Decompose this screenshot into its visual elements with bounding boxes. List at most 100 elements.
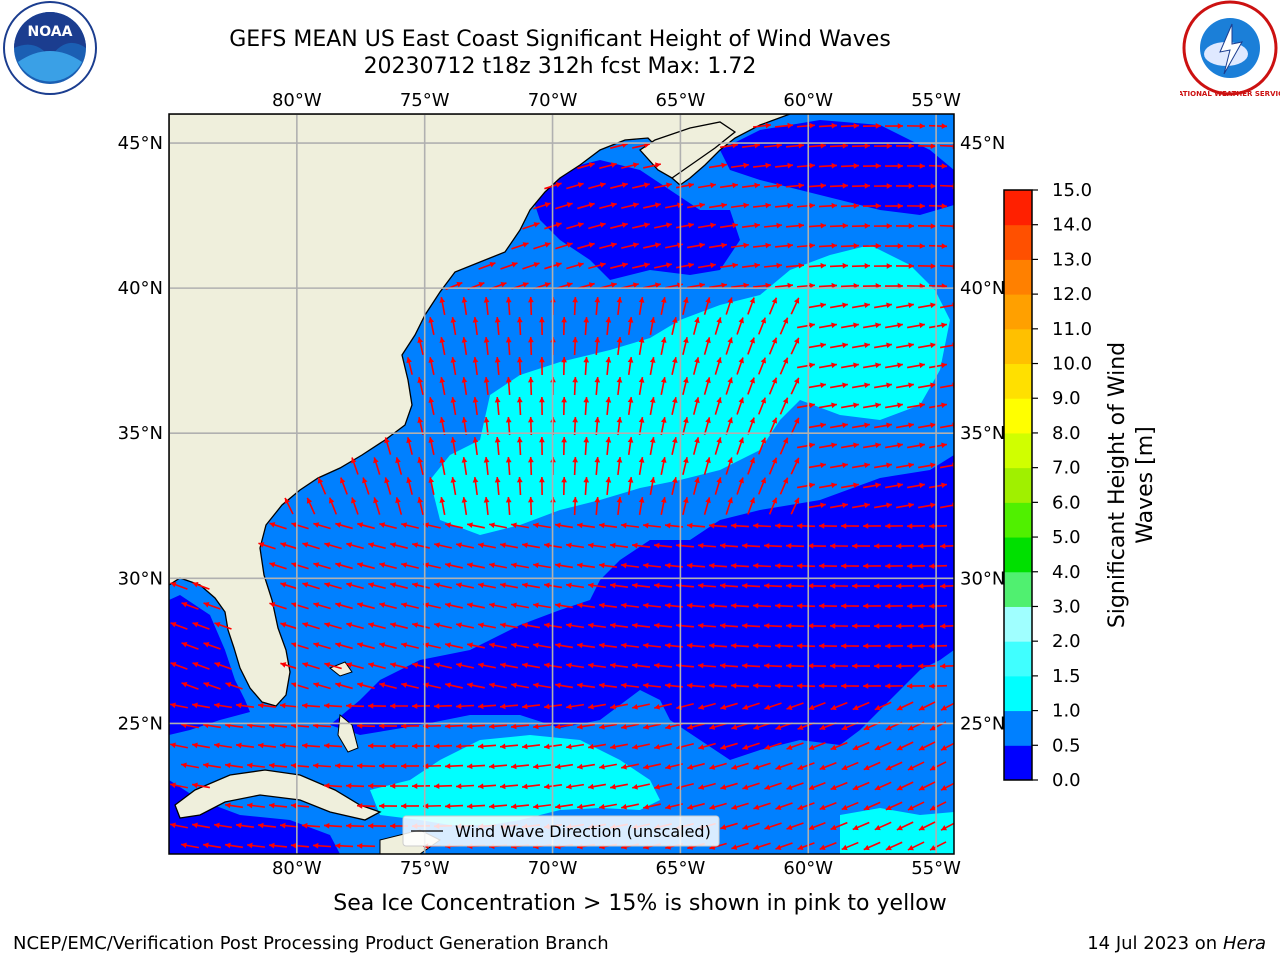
wave-direction-arrow xyxy=(467,682,485,689)
wave-direction-arrow xyxy=(576,763,596,770)
wave-direction-arrow xyxy=(500,582,518,589)
wave-direction-arrow xyxy=(203,602,221,610)
wave-direction-arrow xyxy=(291,682,309,690)
wave-direction-arrow xyxy=(346,622,364,630)
lat-label-right: 25°N xyxy=(960,713,1005,734)
wave-direction-arrow xyxy=(779,397,789,415)
wave-direction-arrow xyxy=(587,662,607,669)
wave-direction-arrow xyxy=(412,582,430,589)
wave-direction-arrow xyxy=(561,476,567,496)
wave-direction-arrow xyxy=(741,622,761,629)
wave-direction-arrow xyxy=(450,436,457,456)
wave-direction-arrow xyxy=(290,762,310,769)
wave-direction-arrow xyxy=(565,743,585,750)
wave-direction-arrow xyxy=(709,722,727,730)
wave-direction-arrow xyxy=(906,523,926,529)
wave-direction-arrow xyxy=(609,622,629,629)
wave-direction-arrow xyxy=(895,543,915,549)
wave-direction-arrow xyxy=(895,302,915,309)
wave-direction-arrow xyxy=(511,602,529,609)
wave-direction-arrow xyxy=(643,763,661,770)
wave-direction-arrow xyxy=(830,741,848,751)
wave-direction-arrow xyxy=(768,377,778,395)
wave-direction-arrow xyxy=(752,562,772,569)
wave-direction-arrow xyxy=(269,602,287,610)
wave-direction-arrow xyxy=(368,582,386,590)
wave-direction-arrow xyxy=(511,642,529,649)
wave-direction-arrow xyxy=(895,623,915,629)
wave-direction-arrow xyxy=(554,723,574,730)
wave-direction-arrow xyxy=(638,336,645,356)
wave-direction-arrow xyxy=(764,742,782,750)
wave-direction-arrow xyxy=(583,436,590,456)
wave-direction-arrow xyxy=(499,783,519,790)
wave-direction-arrow xyxy=(917,302,937,309)
wave-direction-arrow xyxy=(610,783,628,790)
wave-direction-arrow xyxy=(796,162,816,169)
wave-direction-arrow xyxy=(561,396,567,416)
wave-direction-arrow xyxy=(505,336,512,356)
wave-direction-arrow xyxy=(697,662,717,669)
colorbar-segment xyxy=(1004,259,1032,295)
wave-direction-arrow xyxy=(884,442,904,449)
wave-direction-arrow xyxy=(510,763,530,770)
wave-direction-arrow xyxy=(170,742,188,749)
wave-direction-arrow xyxy=(818,523,838,529)
wave-direction-arrow xyxy=(439,377,446,395)
wave-direction-arrow xyxy=(884,362,904,369)
wave-direction-arrow xyxy=(257,742,277,749)
wave-direction-arrow xyxy=(818,563,838,569)
wave-direction-arrow xyxy=(572,376,579,396)
wave-direction-arrow xyxy=(588,182,606,190)
wave-direction-arrow xyxy=(818,122,838,129)
wave-direction-arrow xyxy=(918,821,936,831)
wave-direction-arrow xyxy=(532,522,552,529)
wave-direction-arrow xyxy=(444,763,464,770)
lon-label-bottom: 60°W xyxy=(783,858,833,879)
wave-direction-arrow xyxy=(708,682,728,689)
wave-direction-arrow xyxy=(642,602,662,609)
wave-direction-arrow xyxy=(719,582,739,589)
lon-label-top: 65°W xyxy=(656,90,706,111)
wave-direction-arrow xyxy=(412,622,430,629)
wave-direction-arrow xyxy=(577,162,595,170)
wave-direction-arrow xyxy=(373,457,381,475)
wave-direction-arrow xyxy=(620,642,640,649)
wave-direction-arrow xyxy=(583,316,590,336)
wave-direction-arrow xyxy=(351,457,359,475)
wave-direction-arrow xyxy=(170,822,188,829)
wave-direction-arrow xyxy=(818,603,838,609)
wave-direction-arrow xyxy=(565,542,585,549)
wave-direction-arrow xyxy=(489,602,507,609)
colorbar-tick-label: 8.0 xyxy=(1052,423,1081,444)
wave-direction-arrow xyxy=(301,822,321,829)
wave-direction-arrow xyxy=(830,821,848,831)
wave-direction-arrow xyxy=(785,622,805,629)
wave-direction-arrow xyxy=(725,457,733,475)
wave-direction-arrow xyxy=(686,602,706,609)
wave-direction-arrow xyxy=(757,357,767,375)
wind-wave-arrows xyxy=(170,122,954,851)
wave-direction-arrow xyxy=(671,317,678,335)
wave-direction-arrow xyxy=(587,622,607,629)
wave-direction-arrow xyxy=(367,783,387,789)
wave-direction-arrow xyxy=(829,543,849,549)
wave-direction-arrow xyxy=(269,522,287,530)
wave-direction-arrow xyxy=(874,701,892,711)
wave-direction-arrow xyxy=(335,562,353,570)
wave-direction-arrow xyxy=(703,297,711,315)
colorbar-tick-label: 0.5 xyxy=(1052,735,1081,756)
wave-direction-arrow xyxy=(346,542,364,550)
wave-direction-arrow xyxy=(829,342,849,349)
wave-direction-arrow xyxy=(291,602,309,610)
wave-direction-arrow xyxy=(478,582,496,589)
wave-direction-arrow xyxy=(757,397,767,415)
wave-direction-arrow xyxy=(807,663,827,669)
wave-direction-arrow xyxy=(642,562,662,569)
colorbar-tick-label: 12.0 xyxy=(1052,284,1092,305)
wave-direction-arrow xyxy=(720,782,738,790)
wave-direction-arrow xyxy=(708,562,728,569)
wave-direction-arrow xyxy=(785,542,805,549)
wave-direction-arrow xyxy=(741,142,761,149)
wave-direction-arrow xyxy=(840,162,860,169)
